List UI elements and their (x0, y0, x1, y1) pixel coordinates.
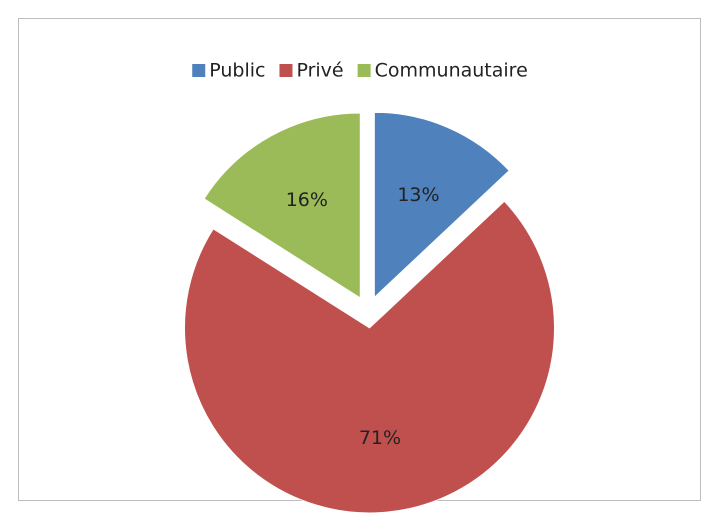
data-label: 71% (359, 427, 401, 449)
data-label: 16% (286, 189, 328, 211)
legend-label: Public (209, 60, 265, 82)
pie-slice (203, 112, 361, 299)
pie-slice (373, 111, 510, 299)
legend: Public Privé Communautaire (192, 60, 528, 82)
legend-swatch (357, 64, 371, 77)
pie-slice (184, 200, 555, 514)
legend-swatch (279, 64, 293, 77)
data-label: 13% (397, 184, 439, 206)
legend-label: Communautaire (375, 60, 528, 82)
legend-swatch (192, 64, 206, 77)
legend-label: Privé (296, 60, 343, 82)
